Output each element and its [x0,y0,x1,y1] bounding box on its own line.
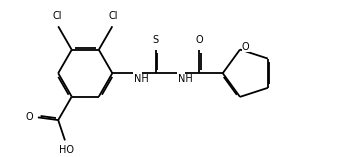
Text: O: O [242,42,249,52]
Text: S: S [153,35,159,45]
Text: HO: HO [59,145,75,155]
Text: NH: NH [134,74,149,84]
Text: Cl: Cl [53,11,63,21]
Text: Cl: Cl [109,11,118,21]
Text: O: O [26,112,33,122]
Text: O: O [195,35,203,45]
Text: NH: NH [178,74,193,84]
